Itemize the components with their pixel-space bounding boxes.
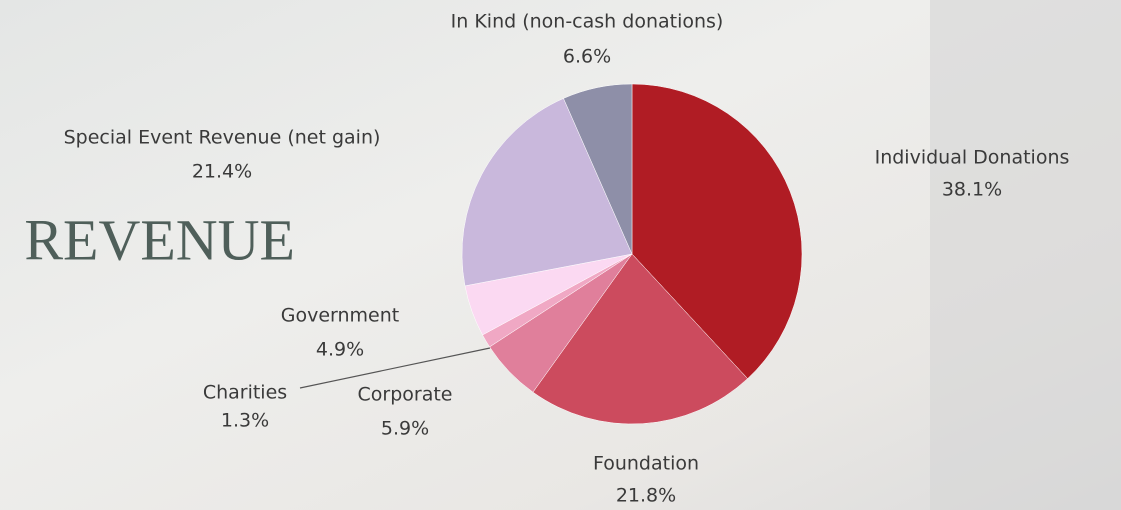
slice-label: Charities: [203, 382, 287, 404]
background-shape: [930, 0, 1121, 510]
slice-value: 21.8%: [616, 485, 676, 507]
pie-slice: [532, 253, 748, 425]
slice-label: Foundation: [593, 453, 699, 475]
slice-label: Government: [281, 305, 400, 327]
slice-value: 21.4%: [192, 161, 252, 183]
slice-value: 5.9%: [381, 418, 429, 440]
pie-slice: [631, 83, 803, 380]
pie-slice: [563, 83, 633, 255]
slice-value: 6.6%: [563, 46, 611, 68]
slice-label: Individual Donations: [875, 147, 1070, 169]
slice-value: 4.9%: [316, 339, 364, 361]
slice-label: In Kind (non-cash donations): [451, 11, 724, 33]
slice-value: 38.1%: [942, 179, 1002, 201]
pie-slice: [461, 98, 633, 287]
leader-line: [299, 347, 491, 389]
title: REVENUE: [24, 207, 295, 272]
slice-label: Special Event Revenue (net gain): [64, 127, 381, 149]
slice-value: 1.3%: [221, 410, 269, 432]
slice-label: Corporate: [358, 384, 453, 406]
